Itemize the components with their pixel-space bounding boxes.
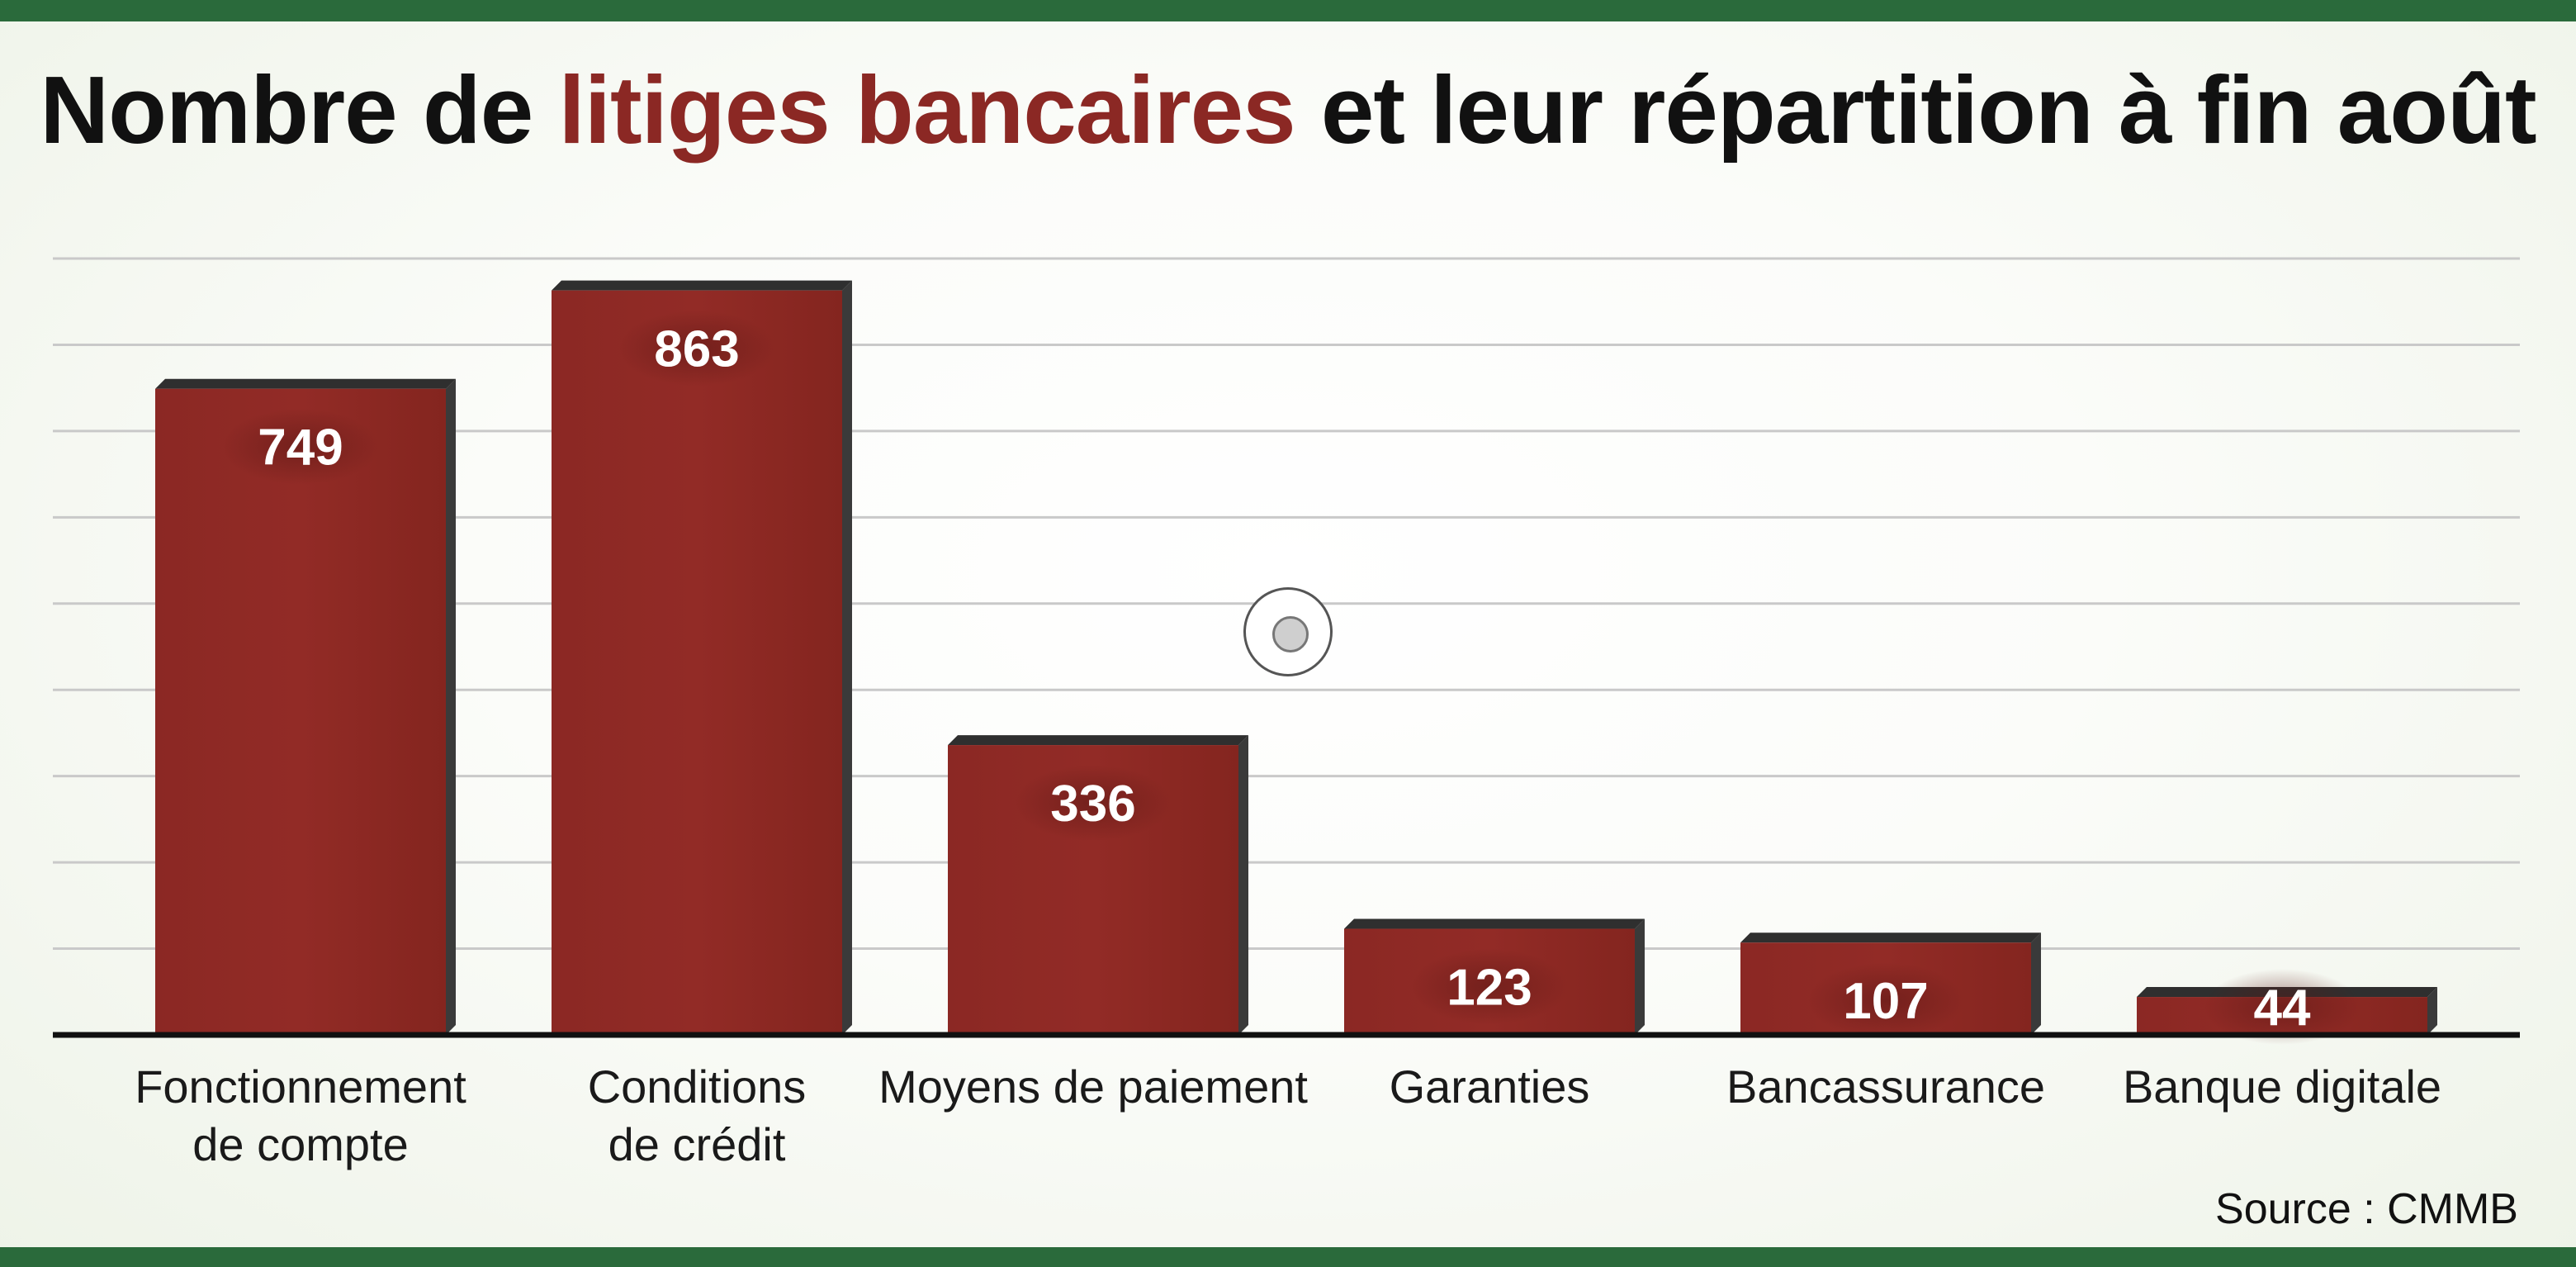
bars (155, 280, 2437, 1036)
data-label: 44 (2254, 980, 2311, 1037)
top-band (0, 0, 2576, 21)
category-label: Garanties (1390, 1061, 1590, 1113)
bar-side (2031, 932, 2041, 1035)
bar-side (842, 280, 852, 1036)
bar-top (155, 378, 456, 389)
bottom-band (0, 1247, 2576, 1267)
data-label-glow (2204, 969, 2361, 1045)
title-highlight: litiges bancaires (558, 56, 1296, 164)
data-label-glow (1807, 962, 1964, 1039)
data-label: 123 (1447, 960, 1532, 1017)
category-label: Bancassurance (1726, 1061, 2045, 1113)
category-label: Conditions (588, 1061, 807, 1113)
data-label-glow (618, 310, 775, 387)
bar-body (552, 290, 842, 1036)
cursor-target-icon (1243, 587, 1333, 676)
category-label: Banque digitale (2123, 1061, 2441, 1113)
title-part-2: et leur répartition à fin août (1295, 56, 2537, 164)
bar-side (1238, 735, 1248, 1035)
source-note: Source : CMMB (2215, 1185, 2518, 1233)
data-label: 863 (654, 321, 739, 378)
bar-side (1635, 918, 1645, 1035)
bar-side (446, 378, 456, 1035)
bar (552, 280, 852, 1036)
bar-body (155, 388, 446, 1035)
bar-top (948, 735, 1248, 746)
bar (155, 378, 456, 1035)
chart-title: Nombre de litiges bancaires et leur répa… (0, 48, 2576, 172)
title-part-1: Nombre de (40, 56, 559, 164)
data-labels: 749 863 336 123 107 44 (222, 310, 2361, 1045)
data-label: 749 (258, 420, 343, 477)
data-label-glow (222, 408, 379, 485)
category-label: Moyens de paiement (878, 1061, 1308, 1113)
data-label: 336 (1050, 776, 1135, 833)
data-label-glow (1411, 948, 1568, 1025)
category-label: de crédit (608, 1118, 786, 1170)
category-label: de compte (192, 1118, 409, 1170)
data-label-glow (1015, 765, 1172, 842)
bar-top (1344, 918, 1645, 929)
bar-top (1740, 932, 2041, 943)
category-label: Fonctionnement (135, 1061, 466, 1113)
bar-top (552, 280, 852, 291)
bar-side (2427, 987, 2437, 1035)
data-label: 107 (1843, 973, 1928, 1030)
